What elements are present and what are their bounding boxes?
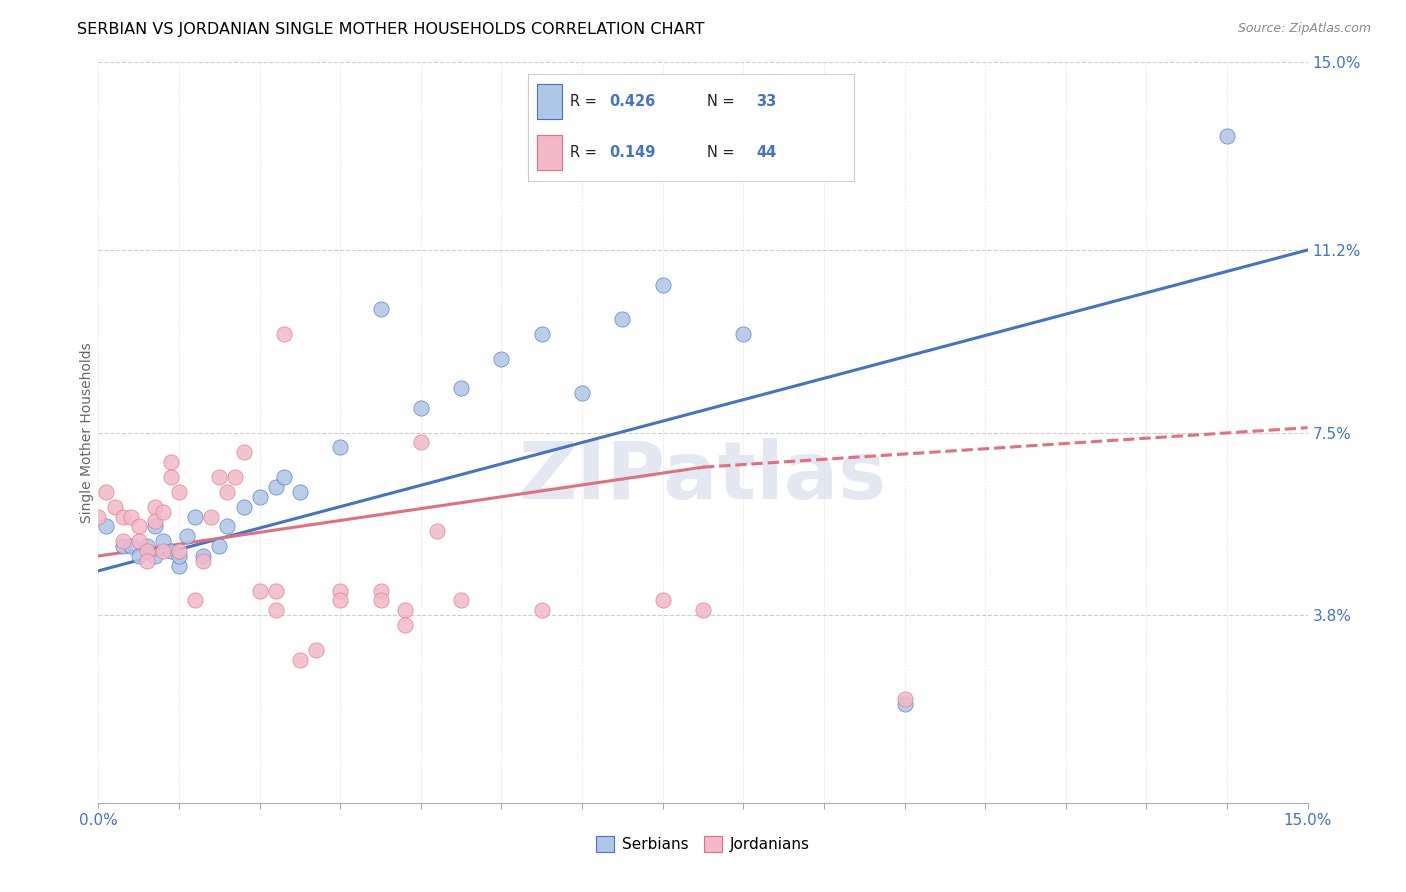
Y-axis label: Single Mother Households: Single Mother Households <box>80 343 94 523</box>
Point <box>426 524 449 539</box>
Point <box>571 386 593 401</box>
Point <box>305 642 328 657</box>
Point <box>176 529 198 543</box>
Point <box>128 534 150 549</box>
Point <box>160 470 183 484</box>
Point <box>409 401 432 415</box>
Point <box>394 603 416 617</box>
Point <box>217 484 239 499</box>
Point <box>167 544 190 558</box>
Point <box>329 583 352 598</box>
Point <box>143 519 166 533</box>
Point <box>450 593 472 607</box>
Text: Source: ZipAtlas.com: Source: ZipAtlas.com <box>1237 22 1371 36</box>
Point <box>111 534 134 549</box>
Point <box>249 490 271 504</box>
Point <box>160 544 183 558</box>
Point <box>120 539 142 553</box>
Point <box>264 603 287 617</box>
Legend: Serbians, Jordanians: Serbians, Jordanians <box>591 830 815 858</box>
Point <box>184 509 207 524</box>
Point <box>167 484 190 499</box>
Point <box>135 539 157 553</box>
Point <box>651 277 673 292</box>
Text: SERBIAN VS JORDANIAN SINGLE MOTHER HOUSEHOLDS CORRELATION CHART: SERBIAN VS JORDANIAN SINGLE MOTHER HOUSE… <box>77 22 704 37</box>
Point <box>87 509 110 524</box>
Point <box>208 470 231 484</box>
Point <box>193 549 215 563</box>
Point <box>111 509 134 524</box>
Point <box>1216 129 1239 144</box>
Point <box>167 549 190 563</box>
Point <box>224 470 246 484</box>
Point <box>152 505 174 519</box>
Point <box>128 549 150 563</box>
Point <box>370 302 392 317</box>
Point <box>273 470 295 484</box>
Point <box>394 618 416 632</box>
Point <box>530 603 553 617</box>
Point <box>120 509 142 524</box>
Point <box>135 554 157 568</box>
Point <box>208 539 231 553</box>
Point <box>167 558 190 573</box>
Point <box>200 509 222 524</box>
Point <box>288 653 311 667</box>
Point <box>893 697 915 711</box>
Point <box>160 455 183 469</box>
Point <box>232 500 254 514</box>
Point <box>96 484 118 499</box>
Point <box>152 534 174 549</box>
Point <box>111 539 134 553</box>
Point <box>893 692 915 706</box>
Point <box>288 484 311 499</box>
Point <box>692 603 714 617</box>
Point <box>193 554 215 568</box>
Point <box>530 326 553 341</box>
Point <box>264 480 287 494</box>
Point <box>143 549 166 563</box>
Point <box>96 519 118 533</box>
Point <box>264 583 287 598</box>
Point <box>491 351 513 366</box>
Point <box>273 326 295 341</box>
Point <box>152 544 174 558</box>
Point <box>733 326 755 341</box>
Text: ZIPatlas: ZIPatlas <box>519 438 887 516</box>
Point <box>184 593 207 607</box>
Point <box>370 593 392 607</box>
Point <box>143 500 166 514</box>
Point <box>329 593 352 607</box>
Point <box>329 441 352 455</box>
Point <box>409 435 432 450</box>
Point <box>249 583 271 598</box>
Point <box>143 515 166 529</box>
Point <box>232 445 254 459</box>
Point <box>135 544 157 558</box>
Point <box>612 312 634 326</box>
Point <box>450 381 472 395</box>
Point <box>128 519 150 533</box>
Point <box>103 500 125 514</box>
Point <box>651 593 673 607</box>
Point <box>217 519 239 533</box>
Point <box>370 583 392 598</box>
